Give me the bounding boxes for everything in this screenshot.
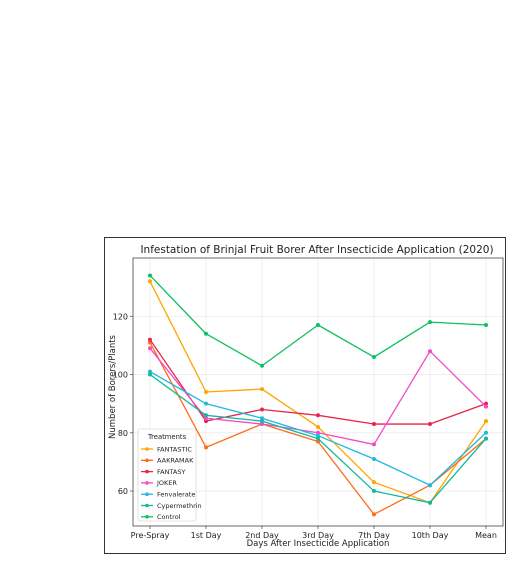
x-tick-label: 2nd Day bbox=[245, 531, 279, 540]
data-point bbox=[316, 323, 320, 327]
data-point bbox=[316, 436, 320, 441]
legend: Treatments FANTASTIC AAKRAMAK FANTASY JOKER… bbox=[137, 428, 202, 522]
data-point bbox=[484, 404, 488, 409]
legend-marker bbox=[145, 492, 149, 496]
data-point bbox=[372, 422, 376, 427]
chart-title: Infestation of Brinjal Fruit Borer After… bbox=[140, 244, 493, 256]
legend-item: FANTASTIC bbox=[141, 445, 192, 453]
legend-item: FANTASY bbox=[141, 468, 185, 476]
data-point bbox=[204, 445, 208, 450]
data-point bbox=[428, 349, 432, 354]
data-point bbox=[372, 355, 376, 360]
data-point bbox=[260, 419, 264, 424]
legend-label: Cypermethrin bbox=[157, 502, 202, 510]
legend-label: Control bbox=[157, 513, 181, 521]
x-axis-label: Days After Insecticide Application bbox=[247, 539, 390, 549]
series-joker bbox=[148, 346, 488, 447]
legend-label: JOKER bbox=[156, 479, 177, 487]
series-fenvalerate bbox=[148, 369, 488, 488]
data-point bbox=[260, 363, 264, 368]
series-layer bbox=[148, 273, 488, 517]
x-tick-label: 3rd Day bbox=[302, 531, 334, 540]
data-point bbox=[204, 413, 208, 418]
legend-marker bbox=[145, 515, 149, 519]
data-point bbox=[204, 416, 208, 421]
legend-item: AAKRAMAK bbox=[141, 457, 194, 465]
line-chart: Infestation of Brinjal Fruit Borer After… bbox=[108, 244, 504, 549]
data-point bbox=[316, 433, 320, 438]
data-point bbox=[372, 457, 376, 461]
legend-item: Fenvalerate bbox=[141, 491, 195, 499]
legend-item: Control bbox=[141, 513, 181, 521]
data-point bbox=[204, 390, 208, 394]
y-tick-label: 60 bbox=[118, 487, 128, 496]
data-point bbox=[148, 273, 152, 278]
data-point bbox=[260, 387, 264, 392]
legend-marker bbox=[145, 458, 149, 463]
series-cypermethrin bbox=[148, 372, 488, 505]
data-point bbox=[316, 424, 320, 429]
data-point bbox=[260, 416, 264, 421]
data-point bbox=[260, 407, 264, 412]
chart-frame: Infestation of Brinjal Fruit Borer After… bbox=[104, 237, 506, 554]
data-point bbox=[428, 422, 432, 427]
x-tick-label: 10th Day bbox=[412, 531, 449, 540]
legend-items: FANTASTIC AAKRAMAK FANTASY JOKER Fenvalerate… bbox=[141, 445, 202, 521]
data-point bbox=[260, 422, 264, 427]
legend-marker bbox=[145, 503, 149, 508]
data-point bbox=[484, 323, 488, 327]
data-point bbox=[204, 401, 208, 406]
data-point bbox=[204, 419, 208, 424]
x-tick-label: Pre-Spray bbox=[131, 531, 170, 540]
x-tick-label: 7th Day bbox=[358, 531, 390, 540]
data-point bbox=[372, 442, 376, 447]
data-point bbox=[372, 489, 376, 494]
legend-marker bbox=[145, 469, 149, 474]
legend-item: JOKER bbox=[141, 479, 177, 487]
legend-item: Cypermethrin bbox=[141, 502, 202, 510]
data-point bbox=[484, 430, 488, 435]
legend-label: Fenvalerate bbox=[157, 491, 195, 499]
data-point bbox=[148, 346, 152, 351]
data-point bbox=[428, 483, 432, 488]
axis-ticks: Pre-Spray 1st Day 2nd Day 3rd Day 7th Day 10t… bbox=[113, 312, 497, 540]
data-point bbox=[372, 480, 376, 485]
series-fantasy bbox=[148, 337, 488, 427]
x-tick-label: Mean bbox=[475, 531, 497, 540]
data-point bbox=[428, 320, 432, 325]
data-point bbox=[316, 413, 320, 418]
data-point bbox=[204, 331, 208, 336]
legend-title: Treatments bbox=[147, 433, 187, 441]
data-point bbox=[316, 430, 320, 435]
y-tick-label: 100 bbox=[113, 371, 128, 380]
y-axis-label: Number of Borers/Plants bbox=[108, 334, 118, 439]
data-point bbox=[428, 500, 432, 505]
y-tick-label: 80 bbox=[118, 429, 128, 438]
legend-label: FANTASY bbox=[157, 468, 185, 476]
data-point bbox=[372, 512, 376, 517]
legend-marker bbox=[145, 447, 149, 451]
data-point bbox=[484, 436, 488, 441]
legend-marker bbox=[145, 481, 149, 485]
data-point bbox=[316, 439, 320, 444]
data-point bbox=[148, 337, 152, 342]
data-point bbox=[148, 372, 152, 377]
legend-box bbox=[137, 428, 197, 522]
data-point bbox=[484, 419, 488, 424]
data-point bbox=[484, 401, 488, 406]
x-tick-label: 1st Day bbox=[191, 531, 222, 540]
data-point bbox=[148, 369, 152, 374]
series-control bbox=[148, 273, 488, 368]
legend-label: FANTASTIC bbox=[157, 445, 192, 453]
legend-label: AAKRAMAK bbox=[157, 457, 194, 465]
y-tick-label: 120 bbox=[113, 312, 128, 321]
data-point bbox=[148, 279, 152, 284]
